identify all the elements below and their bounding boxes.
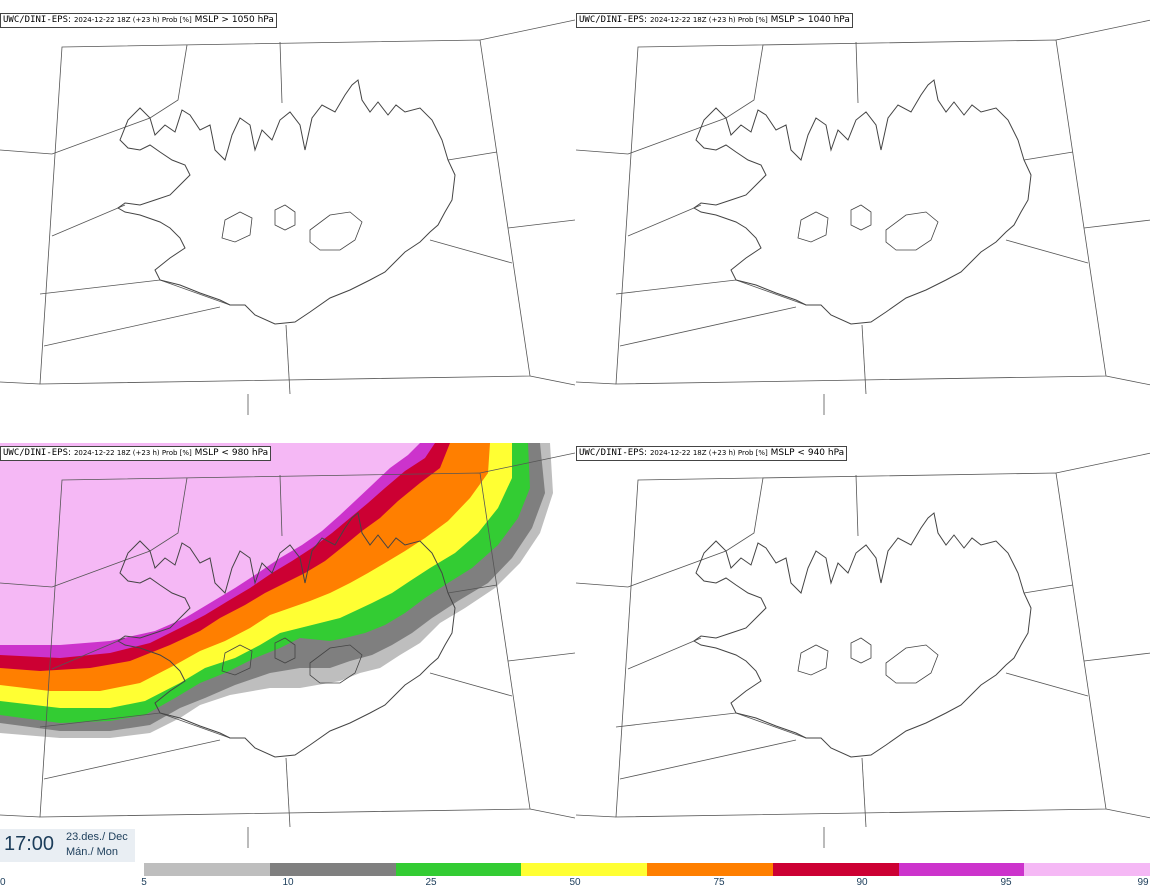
probability-field: [0, 443, 553, 738]
colorbar-tick-label: 75: [713, 877, 725, 888]
colorbar-tick-label: 0: [0, 877, 6, 888]
map-iceland-1050: [0, 19, 575, 415]
panel-title: UWC/DINI-EPS: 2024-12-22 18Z (+23 h) Pro…: [576, 446, 848, 461]
map-panel-mslp-gt-1040: UWC/DINI-EPS: 2024-12-22 18Z (+23 h) Pro…: [576, 0, 1150, 415]
map-iceland-940: [576, 452, 1150, 848]
map-iceland-980: [0, 443, 575, 848]
panel-title: UWC/DINI-EPS: 2024-12-22 18Z (+23 h) Pro…: [576, 13, 853, 28]
colorbar-segment: [772, 863, 899, 876]
valid-time: 17:00: [4, 833, 55, 855]
valid-day: Mán./ Mon: [66, 846, 118, 858]
map-iceland-1040: [576, 19, 1150, 415]
colorbar-segment: [269, 863, 396, 876]
colorbar-tick-label: 10: [282, 877, 294, 888]
colorbar-tick-label: 90: [856, 877, 868, 888]
colorbar-segment: [898, 863, 1025, 876]
map-panel-mslp-gt-1050: UWC/DINI-EPS: 2024-12-22 18Z (+23 h) Pro…: [0, 0, 575, 415]
colorbar-segment: [395, 863, 522, 876]
valid-date: 23.des./ Dec: [66, 831, 128, 843]
panel-title: UWC/DINI-EPS: 2024-12-22 18Z (+23 h) Pro…: [0, 446, 272, 461]
colorbar-segment: [647, 863, 773, 876]
map-panel-mslp-lt-980: UWC/DINI-EPS: 2024-12-22 18Z (+23 h) Pro…: [0, 433, 575, 848]
colorbar-segment: [144, 863, 270, 876]
valid-time-box: 17:00 23.des./ Dec Mán./ Mon: [0, 829, 135, 862]
map-panel-mslp-lt-940: UWC/DINI-EPS: 2024-12-22 18Z (+23 h) Pro…: [576, 433, 1150, 848]
colorbar-segment: [1024, 863, 1150, 876]
colorbar-tick-label: 99: [1137, 877, 1149, 888]
colorbar-tick-label: 5: [141, 877, 147, 888]
colorbar-tick-label: 50: [569, 877, 581, 888]
probability-colorbar: [144, 863, 1150, 876]
colorbar-tick-label: 25: [425, 877, 437, 888]
colorbar-segment: [521, 863, 647, 876]
panel-title: UWC/DINI-EPS: 2024-12-22 18Z (+23 h) Pro…: [0, 13, 277, 28]
colorbar-tick-label: 95: [1000, 877, 1012, 888]
